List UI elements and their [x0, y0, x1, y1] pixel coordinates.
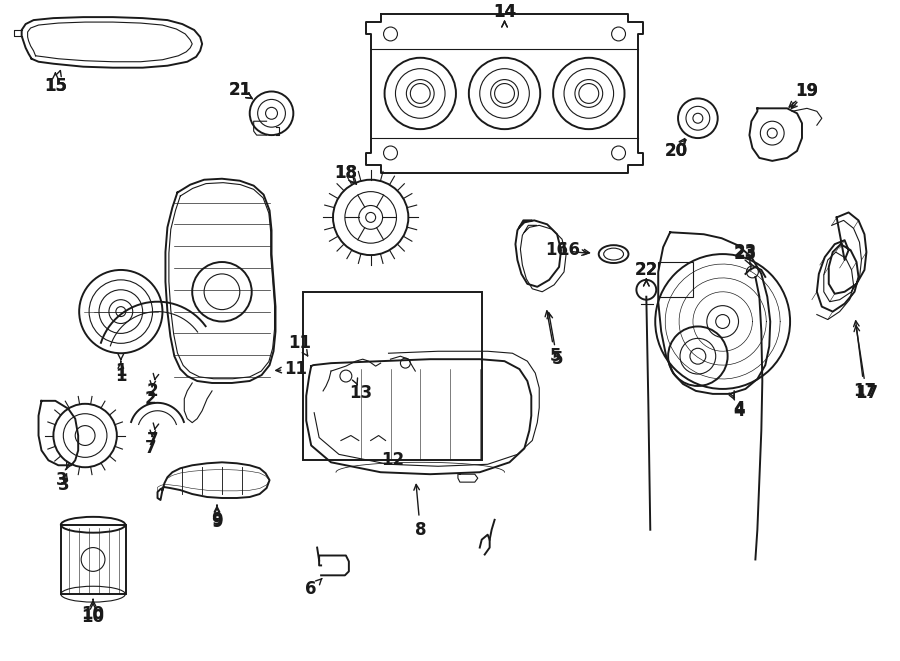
Text: 9: 9	[212, 513, 223, 531]
Text: 3: 3	[56, 471, 68, 489]
Text: 7: 7	[145, 440, 157, 457]
Text: 22: 22	[634, 261, 658, 279]
Bar	[658, 262, 693, 297]
Text: 7: 7	[147, 432, 158, 449]
Text: 10: 10	[82, 605, 104, 623]
Bar	[61, 525, 126, 594]
Text: 16: 16	[545, 241, 569, 259]
Text: 17: 17	[855, 384, 878, 402]
Text: 1: 1	[115, 362, 127, 380]
Text: 5: 5	[549, 347, 561, 366]
Text: 15: 15	[44, 77, 67, 95]
Text: 5: 5	[552, 350, 562, 368]
Text: 4: 4	[734, 402, 745, 420]
Text: 14: 14	[493, 3, 516, 21]
Text: 19: 19	[796, 83, 818, 100]
Text: 18: 18	[335, 164, 357, 182]
Text: 15: 15	[44, 77, 67, 95]
Text: 23: 23	[734, 243, 757, 261]
Text: 13: 13	[349, 384, 373, 402]
Text: 11: 11	[288, 334, 310, 352]
Text: 20: 20	[664, 142, 688, 160]
Text: 1: 1	[115, 367, 127, 385]
Text: 3: 3	[58, 476, 69, 494]
Text: 11: 11	[284, 360, 307, 378]
Text: 21: 21	[229, 81, 251, 100]
Text: 14: 14	[493, 3, 516, 21]
Text: 21: 21	[229, 81, 251, 100]
Text: 9: 9	[212, 511, 223, 529]
Text: 8: 8	[415, 521, 426, 539]
Text: 18: 18	[335, 164, 357, 182]
Text: 2: 2	[145, 390, 157, 408]
Text: 12: 12	[381, 451, 404, 469]
Text: 19: 19	[796, 83, 818, 100]
Text: 17: 17	[853, 382, 876, 400]
Text: 20: 20	[664, 142, 688, 160]
Text: 6: 6	[305, 580, 317, 598]
Bar	[303, 292, 482, 460]
Text: 22: 22	[634, 261, 658, 279]
Text: 23: 23	[734, 245, 757, 263]
Text: 2: 2	[147, 382, 158, 400]
Text: 10: 10	[82, 608, 104, 626]
Text: 4: 4	[734, 400, 745, 418]
Text: 16: 16	[557, 241, 580, 259]
